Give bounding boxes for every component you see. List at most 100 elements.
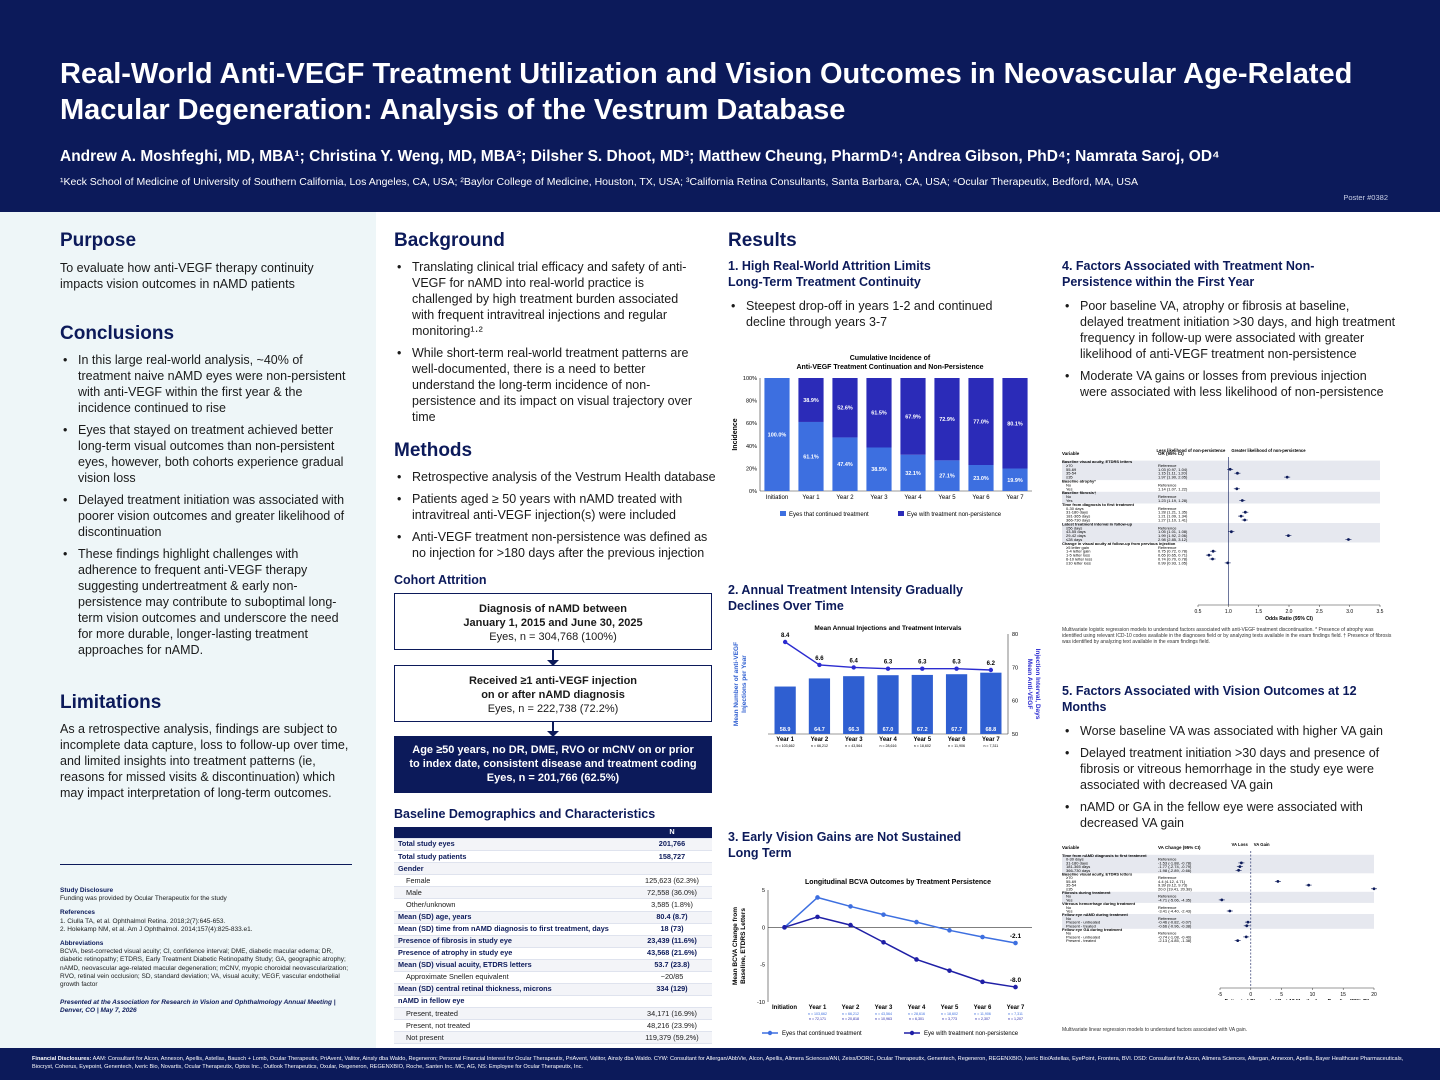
bar-continued [1002,468,1028,491]
estimate-point [1244,935,1248,939]
bar-nonpersistence [798,378,824,422]
bar-nonpersistence [866,378,892,448]
demographics-label: Total study patients [394,850,632,864]
estimate-point [1246,920,1250,924]
demographics-row: Present, treated 34,171 (16.9%) [394,1007,712,1021]
bcva-chart: Longitudinal BCVA Outcomes by Treatment … [732,879,1032,1037]
row-value: 1.05 (1.01, 1.08) [1158,529,1188,534]
x-tick-label: Year 3 [875,1005,893,1011]
cohort-box2-line1: Received ≥1 anti-VEGF injection [468,675,638,687]
n-label: n = 11,906 [948,744,965,748]
x-tick-label: 5 [1280,992,1283,998]
n-label: n = 7,311 [1008,1012,1023,1016]
group-label: Time from nAMD diagnosis to first treatm… [1062,853,1147,858]
row-value: 4.4 (4.12, 4.71) [1158,879,1186,884]
x-tick-label: 0 [1249,992,1252,998]
bar-continued [798,421,824,491]
data-label: 67.9% [905,414,921,420]
row-label: Yes [1066,498,1073,503]
demographics-value: 201,766 [632,838,712,852]
demographics-label: nAMD in fellow eye [394,995,632,1009]
row-label: No [1066,931,1072,936]
data-label: 38.9% [803,398,819,404]
data-label: 6.6 [815,656,824,662]
estimate-point [1236,939,1240,942]
footer-label: Financial Disclosures: [32,1056,92,1062]
group-label: Time from diagnosis to first treatment [1062,502,1135,507]
demographics-value: 18 (73) [632,923,712,936]
y-tick-label: 5 [762,888,765,894]
result1-title: 1. High Real-World Attrition Limits Long… [728,259,931,289]
row-value: -0.46 (-0.82, -0.07) [1158,920,1192,925]
data-label: 6.3 [918,660,927,666]
row-value: 2.98 (2.85, 3.12) [1158,537,1188,542]
demographics-row: Gender [394,862,712,876]
bar-interval [843,676,865,734]
demographics-value: ~20/85 [632,971,712,985]
estimate-point [1237,868,1241,872]
data-label: 61.1% [803,454,819,460]
reference-2: 2. Holekamp NM, et al. Am J Ophthalmol. … [60,925,253,933]
row-label: No [1066,894,1072,899]
conclusion-item: These findings highlight challenges with… [60,546,355,658]
row-value: 1.14 (1.07, 1.22) [1158,486,1188,491]
row-value: 1.28 (1.21, 1.35) [1158,510,1188,515]
series-point [947,928,952,933]
y-tick-label: 80% [746,399,757,405]
y2-axis-label: Injection Interval, Days [1034,649,1041,720]
result2-title: 2. Annual Treatment Intensity Gradually … [728,583,964,613]
demographics-label: Other/unknown [394,898,632,912]
row-label: ≥70 [1066,875,1073,880]
y-tick-label: 0% [749,489,757,495]
row-label: 43-55 days [1066,529,1086,534]
y-axis-label: Baseline, ETDRS Letters [740,908,747,984]
estimate-point [1276,880,1280,883]
attrition-chart: Cumulative Incidence of Anti-VEGF Treatme… [732,355,1032,518]
series-point [848,922,853,928]
demographics-value: 158,727 [632,850,712,864]
demographics-value: 80.4 (8.7) [632,911,712,924]
estimate-point [1235,487,1239,491]
row-value: 0.99 (0.93, 1.05) [1158,560,1188,565]
x-tick-label: Year 3 [845,737,863,743]
result4-item: Moderate VA gains or losses from previou… [1062,368,1396,400]
result5-item: Worse baseline VA was associated with hi… [1062,723,1396,739]
conclusions-list: In this large real-world analysis, ~40% … [60,352,355,664]
group-label: Baseline visual acuity, ETDRS letters [1062,459,1133,464]
result1-list: Steepest drop-off in years 1-2 and conti… [728,298,1028,336]
row-label: 35-54 [1066,471,1077,476]
result5-item: nAMD or GA in the fellow eye were associ… [1062,799,1396,831]
demographics-value: 3,585 (1.8%) [632,898,712,912]
n-label: n = 7,311 [983,744,998,748]
point-injections [851,665,856,670]
x-tick-label: Year 4 [908,1005,926,1011]
n-label: n = 2,307 [975,1017,990,1021]
row-label: Present - untreated [1066,934,1100,939]
group-label: Baseline fibrosis† [1062,490,1096,495]
group-band [1062,523,1380,543]
data-label: 52.6% [837,406,853,412]
demographics-row: Total study patients 158,727 [394,850,712,864]
y-tick-label: 20% [746,466,757,472]
cohort-box1-line2: January 1, 2015 and June 30, 2025 [463,617,643,629]
background-item: While short-term real-world treatment pa… [394,345,694,425]
series-point [782,925,787,930]
demographics-label: Presence of atrophy in study eye [394,947,632,960]
group-label: Vitreous hemorrhage during treatment [1062,901,1136,906]
methods-heading: Methods [394,440,473,461]
bar-interval [774,686,796,734]
bar-nonpersistence [1002,378,1028,469]
cohort-box3-line2: to index date, consistent disease and tr… [409,758,697,770]
row-label: 0-30 days [1066,506,1084,511]
demographics-row: Mean (SD) visual acuity, ETDRS letters 53… [394,959,712,972]
study-disclosure-title: Study Disclosure [60,887,114,894]
row-label: ≥10 letter loss [1066,560,1091,565]
row-label: No [1066,482,1072,487]
demographics-label: Mean (SD) central retinal thickness, mic… [394,983,632,997]
purpose-text: To evaluate how anti-VEGF therapy contin… [60,261,314,291]
row-value: Reference [1158,916,1177,921]
data-label: 68.8 [985,727,996,733]
demographics-value: 125,623 (62.3%) [632,874,712,888]
cohort-heading: Cohort Attrition [394,573,487,587]
row-value: 1.23 (1.19, 1.28) [1158,498,1188,503]
